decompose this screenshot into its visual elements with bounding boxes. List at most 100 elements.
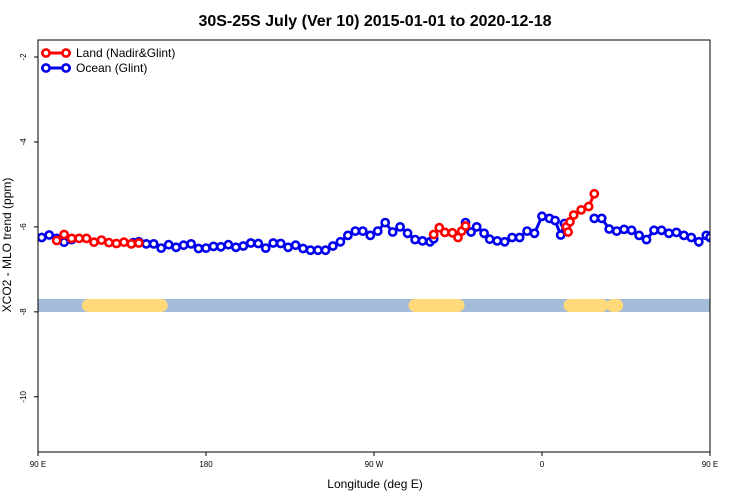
data-point bbox=[193, 243, 204, 254]
data-point bbox=[604, 224, 615, 234]
data-point bbox=[395, 221, 405, 232]
data-point bbox=[171, 242, 181, 253]
data-point bbox=[626, 225, 637, 236]
data-point bbox=[555, 230, 566, 240]
data-point bbox=[305, 245, 316, 256]
data-point bbox=[178, 240, 189, 251]
data-point bbox=[693, 236, 704, 247]
data-point bbox=[656, 225, 667, 236]
data-point bbox=[133, 238, 144, 248]
data-point bbox=[201, 243, 211, 253]
data-point bbox=[104, 237, 114, 248]
data-point bbox=[320, 245, 331, 256]
data-point bbox=[641, 234, 652, 245]
series-ocean bbox=[38, 211, 747, 256]
data-point bbox=[649, 225, 659, 236]
data-point bbox=[402, 228, 413, 239]
data-point bbox=[725, 238, 732, 245]
data-point bbox=[718, 236, 725, 243]
data-point bbox=[260, 243, 271, 253]
data-point bbox=[327, 241, 338, 251]
data-point bbox=[529, 228, 540, 239]
data-point bbox=[119, 237, 129, 248]
legend-marker bbox=[61, 48, 71, 58]
data-point bbox=[81, 233, 92, 244]
data-point bbox=[380, 217, 391, 228]
data-point bbox=[664, 228, 674, 239]
data-point bbox=[576, 204, 587, 215]
legend-marker bbox=[41, 48, 51, 58]
data-point bbox=[283, 242, 293, 253]
chart-title: 30S-25S July (Ver 10) 2015-01-01 to 2020… bbox=[198, 13, 551, 30]
data-point bbox=[733, 240, 740, 247]
data-point bbox=[471, 221, 482, 232]
data-point bbox=[268, 238, 279, 248]
data-point bbox=[59, 237, 69, 248]
axes: 90 E 180 90 W 0 90 E -2 -4 -6 -8 -10 bbox=[19, 53, 718, 469]
data-point bbox=[611, 226, 622, 236]
data-point bbox=[596, 213, 607, 224]
data-point bbox=[740, 238, 747, 245]
data-point bbox=[313, 245, 323, 256]
data-point bbox=[619, 224, 629, 235]
legend-marker bbox=[41, 63, 51, 73]
data-point bbox=[537, 211, 547, 222]
data-point bbox=[298, 243, 308, 254]
data-point bbox=[686, 232, 697, 243]
x-tick-label: 90 W bbox=[365, 460, 384, 469]
data-point bbox=[507, 232, 517, 243]
data-point bbox=[38, 232, 47, 243]
x-tick-label: 90 E bbox=[702, 460, 718, 469]
data-point bbox=[417, 235, 428, 246]
x-tick-label: 0 bbox=[540, 460, 545, 469]
x-tick-label: 90 E bbox=[30, 460, 46, 469]
y-tick-label: -10 bbox=[19, 390, 28, 402]
y-tick-label: -8 bbox=[19, 308, 28, 316]
data-point bbox=[568, 210, 579, 220]
data-point bbox=[387, 227, 398, 237]
legend-entry-ocean: Ocean (Glint) bbox=[76, 61, 147, 75]
data-point bbox=[671, 227, 682, 238]
y-tick-label: -4 bbox=[19, 138, 28, 146]
x-axis-label: Longitude (deg E) bbox=[327, 477, 422, 491]
data-point bbox=[215, 241, 226, 252]
data-point bbox=[342, 230, 353, 241]
data-point bbox=[634, 230, 644, 241]
data-point bbox=[460, 221, 471, 231]
data-point bbox=[428, 229, 439, 240]
y-tick-label: -6 bbox=[19, 223, 28, 231]
data-point bbox=[410, 234, 420, 245]
y-axis-label: XCO2 - MLO trend (ppm) bbox=[0, 178, 14, 313]
data-point bbox=[238, 241, 249, 251]
data-point bbox=[148, 238, 159, 249]
data-point bbox=[66, 233, 77, 244]
data-point bbox=[51, 235, 62, 246]
data-point bbox=[290, 240, 301, 251]
data-point bbox=[492, 235, 503, 246]
data-point bbox=[111, 238, 122, 249]
series-land bbox=[51, 188, 600, 249]
data-point bbox=[230, 242, 241, 253]
data-point bbox=[245, 238, 256, 248]
data-point bbox=[59, 229, 69, 240]
data-point bbox=[484, 234, 495, 245]
data-point bbox=[439, 227, 450, 238]
data-point bbox=[563, 227, 573, 237]
data-point bbox=[335, 236, 346, 247]
data-point bbox=[186, 238, 196, 249]
data-point bbox=[466, 227, 476, 237]
data-point bbox=[708, 236, 710, 243]
x-tick-label: 180 bbox=[199, 460, 213, 469]
legend: Land (Nadir&Glint)Ocean (Glint) bbox=[41, 46, 175, 75]
data-point bbox=[89, 237, 99, 248]
data-point bbox=[126, 238, 137, 249]
data-point bbox=[550, 215, 560, 226]
legend-entry-land: Land (Nadir&Glint) bbox=[76, 46, 175, 60]
data-point bbox=[350, 226, 361, 236]
data-point bbox=[365, 230, 376, 241]
data-point bbox=[156, 243, 167, 253]
series-layer bbox=[38, 188, 747, 256]
data-point bbox=[583, 201, 594, 212]
data-point bbox=[275, 238, 286, 249]
